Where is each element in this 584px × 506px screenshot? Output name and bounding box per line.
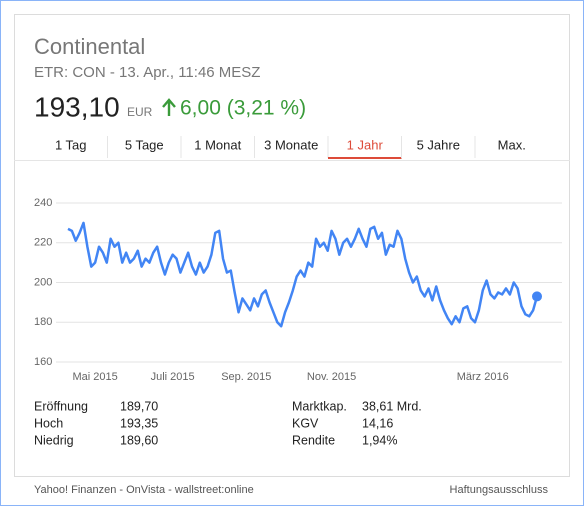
disclaimer[interactable]: Haftungsausschluss xyxy=(450,484,549,496)
last-point xyxy=(532,291,542,302)
x-tick-label: Juli 2015 xyxy=(151,371,195,383)
y-tick-label: 220 xyxy=(34,237,52,249)
stat-value: 193,35 xyxy=(120,416,158,430)
change: 6,00 (3,21 %) xyxy=(180,97,306,120)
stat-label: Niedrig xyxy=(34,433,74,447)
tab[interactable]: 1 Tag xyxy=(55,137,87,152)
stat-value: 189,70 xyxy=(120,399,158,413)
stat-label: Hoch xyxy=(34,416,63,430)
x-tick-label: Nov. 2015 xyxy=(307,371,356,383)
y-tick-label: 180 xyxy=(34,316,52,328)
chart: 160 180 200 220 240 Mai 2015 Juli 2015 Sep. 201… xyxy=(34,197,562,383)
card xyxy=(14,14,570,477)
price: 193,10 xyxy=(34,91,120,122)
tab[interactable]: Max. xyxy=(498,137,526,152)
title: Continental xyxy=(34,34,145,59)
stat-label: Marktkap. xyxy=(292,399,347,413)
stat-value: 14,16 xyxy=(362,416,393,430)
stat-label: Rendite xyxy=(292,433,335,447)
tab[interactable]: 1 Jahr xyxy=(347,137,384,152)
tab[interactable]: 5 Tage xyxy=(125,137,164,152)
stat-value: 189,60 xyxy=(120,433,158,447)
tab[interactable]: 3 Monate xyxy=(264,137,318,152)
sources: Yahoo! Finanzen - OnVista - wallstreet:o… xyxy=(34,484,254,496)
price-line xyxy=(67,221,539,328)
y-tick-label: 200 xyxy=(34,276,52,288)
tab[interactable]: 1 Monat xyxy=(194,137,241,152)
tabs: 1 Tag 5 Tage 1 Monat 3 Monate 1 Jahr 5 Jahre M… xyxy=(55,136,526,159)
tab[interactable]: 5 Jahre xyxy=(417,137,460,152)
stat-value: 38,61 Mrd. xyxy=(362,399,422,413)
x-tick-label: März 2016 xyxy=(457,371,509,383)
stat-value: 1,94% xyxy=(362,433,397,447)
stat-label: Eröffnung xyxy=(34,399,88,413)
x-tick-label: Sep. 2015 xyxy=(221,371,271,383)
x-tick-label: Mai 2015 xyxy=(72,371,117,383)
y-tick-label: 240 xyxy=(34,197,52,209)
currency: EUR xyxy=(127,105,153,119)
subtitle: ETR: CON - 13. Apr., 11:46 MESZ xyxy=(34,64,260,81)
y-tick-label: 160 xyxy=(34,356,52,368)
up-arrow xyxy=(162,98,176,116)
tab-underline xyxy=(328,157,402,159)
stat-label: KGV xyxy=(292,416,319,430)
stats: Eröffnung 189,70 Hoch 193,35 Niedrig 189,60 Ma… xyxy=(34,399,422,447)
